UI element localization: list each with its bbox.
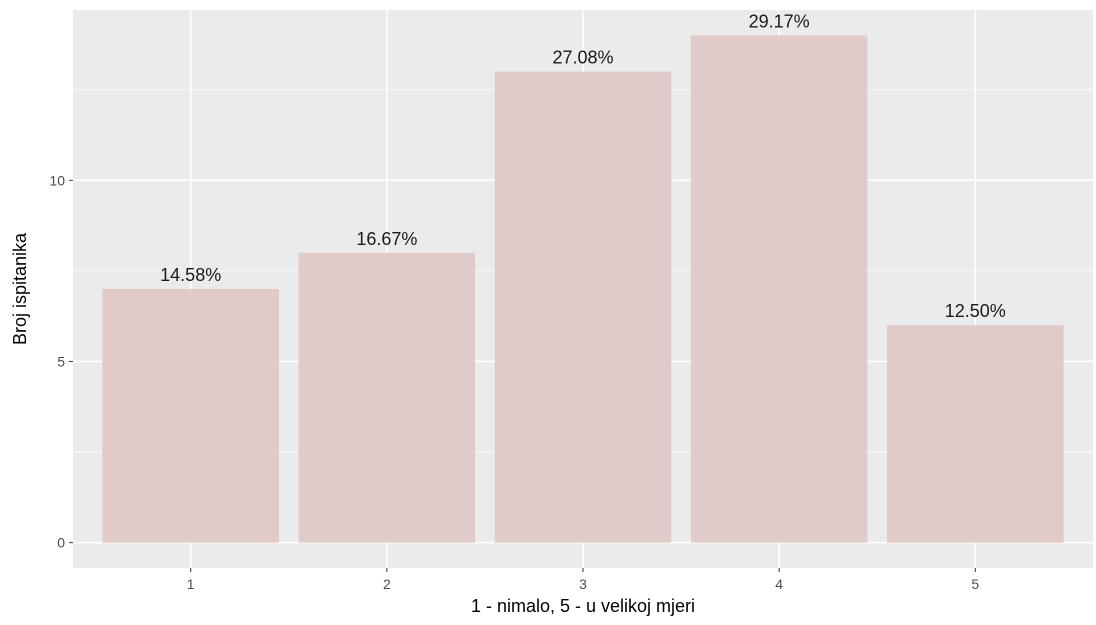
- data-label-5: 12.50%: [945, 301, 1006, 321]
- x-tick-label-3: 3: [579, 576, 587, 592]
- x-tick-label-5: 5: [971, 576, 979, 592]
- x-tick-label-4: 4: [775, 576, 783, 592]
- y-tick-label-10: 10: [49, 172, 65, 188]
- x-tick-label-1: 1: [187, 576, 195, 592]
- bar-3: [495, 72, 672, 543]
- data-label-4: 29.17%: [749, 11, 810, 31]
- bar-1: [102, 289, 279, 543]
- data-label-3: 27.08%: [552, 48, 613, 68]
- data-label-1: 14.58%: [160, 265, 221, 285]
- y-axis-title: Broj ispitanika: [10, 232, 30, 345]
- y-tick-label-5: 5: [57, 353, 65, 369]
- bar-5: [887, 325, 1064, 542]
- data-label-2: 16.67%: [356, 229, 417, 249]
- y-tick-label-0: 0: [57, 535, 65, 551]
- x-tick-label-2: 2: [383, 576, 391, 592]
- bar-2: [299, 253, 476, 543]
- x-axis-title: 1 - nimalo, 5 - u velikoj mjeri: [471, 596, 695, 616]
- bar-4: [691, 35, 868, 542]
